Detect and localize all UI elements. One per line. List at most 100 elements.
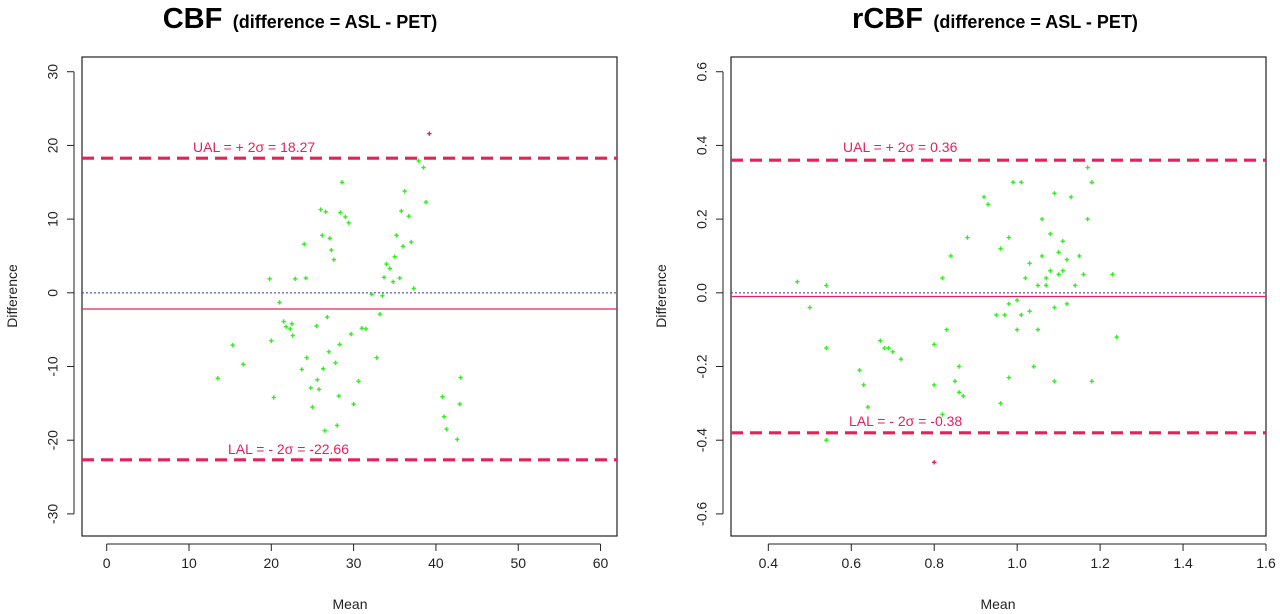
rcbf-x-tick-label: 0.8 (924, 555, 944, 571)
rcbf-data-point (1006, 301, 1012, 307)
cbf-y-tick-label: 30 (45, 64, 61, 80)
cbf-x-tick-label: 50 (510, 555, 526, 571)
cbf-data-point (302, 241, 307, 247)
cbf-data-point (288, 326, 293, 332)
rcbf-x-tick-label: 1.6 (1256, 555, 1276, 571)
rcbf-data-point (1060, 239, 1065, 244)
cbf-data-point (423, 199, 429, 205)
cbf-panel: CBF (difference = ASL - PET) 0 10 20 30 40 50… (4, 3, 618, 612)
cbf-data-point (411, 286, 416, 291)
rcbf-data-point (1039, 253, 1045, 259)
cbf-data-point (327, 236, 332, 241)
cbf-data-point (380, 293, 385, 298)
rcbf-data-point (956, 364, 962, 369)
rcbf-data-point (1056, 272, 1061, 277)
rcbf-data-point (886, 345, 891, 351)
rcbf-data-point (824, 345, 829, 351)
cbf-data-point (455, 437, 460, 442)
rcbf-data-point (940, 412, 945, 417)
cbf-data-point (444, 426, 449, 432)
cbf-data-point (334, 423, 340, 428)
cbf-data-point (323, 209, 328, 214)
rcbf-data-point (1110, 272, 1115, 277)
rcbf-x-tick-label: 1.2 (1090, 555, 1110, 571)
rcbf-y-tick-label: 0.6 (694, 62, 710, 82)
cbf-data-point (310, 404, 315, 410)
cbf-data-point (399, 208, 404, 214)
rcbf-data-point (824, 438, 829, 443)
cbf-data-point (348, 331, 354, 337)
rcbf-data-point (1043, 283, 1049, 288)
cbf-x-axis-label: Mean (332, 596, 367, 612)
rcbf-x-ticks: 0.4 0.6 0.8 1.0 1.2 1.4 1.6 (759, 543, 1276, 571)
rcbf-data-point (956, 390, 962, 395)
cbf-data-point (269, 338, 274, 343)
cbf-x-tick-label: 20 (264, 555, 280, 571)
rcbf-data-point (1006, 235, 1012, 240)
rcbf-ual-label: UAL = + 2σ = 0.36 (843, 139, 958, 155)
cbf-x-tick-label: 0 (103, 555, 111, 571)
rcbf-data-point (865, 404, 871, 410)
cbf-y-tick-label: 20 (45, 137, 61, 153)
rcbf-data-point (1060, 268, 1065, 273)
rcbf-data-point (1081, 272, 1086, 277)
rcbf-data-point (861, 382, 866, 388)
rcbf-y-tick-label: 0.0 (694, 283, 710, 303)
rcbf-data-point (998, 246, 1003, 251)
cbf-data-point (369, 292, 374, 297)
cbf-data-point (402, 188, 407, 194)
cbf-data-point (392, 254, 397, 259)
rcbf-data-point (898, 356, 904, 362)
cbf-data-point (356, 379, 361, 384)
rcbf-data-point (1064, 257, 1070, 262)
cbf-y-tick-label: -10 (45, 356, 61, 376)
rcbf-data-point (1077, 253, 1082, 259)
cbf-data-point (409, 239, 414, 245)
cbf-data-point (267, 276, 272, 282)
rcbf-data-point (1052, 191, 1057, 196)
cbf-y-tick-label: -20 (45, 430, 61, 450)
rcbf-lal-label: LAL = - 2σ = -0.38 (849, 413, 962, 429)
cbf-data-point (303, 275, 309, 281)
rcbf-data-point (1048, 268, 1053, 273)
cbf-x-tick-label: 10 (181, 555, 197, 571)
rcbf-data-point (1019, 312, 1024, 318)
cbf-data-point (457, 401, 462, 407)
cbf-data-point (377, 311, 383, 317)
rcbf-data-point (1031, 364, 1036, 369)
rcbf-data-point (985, 202, 991, 207)
rcbf-x-tick-label: 1.4 (1173, 555, 1193, 571)
rcbf-data-point (1048, 231, 1053, 237)
cbf-y-tick-label: 0 (45, 289, 61, 297)
rcbf-data-point (932, 382, 937, 388)
cbf-data-point (316, 387, 322, 392)
rcbf-outlier-point (932, 460, 937, 465)
cbf-data-point (326, 349, 332, 354)
cbf-lal-label: LAL = - 2σ = -22.66 (228, 441, 349, 457)
cbf-data-point (329, 247, 334, 253)
cbf-data-point (394, 233, 399, 238)
cbf-data-point (322, 428, 328, 433)
cbf-data-point (441, 414, 447, 419)
rcbf-panel: rCBF (difference = ASL - PET) 0.4 0.6 0.8 1… (653, 3, 1276, 612)
rcbf-data-point (1073, 283, 1078, 288)
rcbf-data-point (1035, 283, 1041, 288)
cbf-data-point (315, 377, 320, 382)
rcbf-points (795, 165, 1119, 465)
cbf-data-point (271, 395, 276, 400)
cbf-data-point (314, 323, 319, 329)
cbf-data-point (343, 214, 348, 220)
rcbf-x-axis-label: Mean (980, 596, 1015, 612)
cbf-data-point (320, 233, 325, 238)
cbf-y-axis-label: Difference (4, 264, 20, 328)
cbf-data-point (363, 326, 369, 332)
rcbf-data-point (998, 401, 1003, 406)
cbf-data-point (458, 375, 463, 380)
cbf-data-point (333, 360, 338, 366)
cbf-data-point (241, 362, 246, 367)
cbf-data-point (339, 180, 345, 185)
rcbf-y-tick-label: 0.2 (694, 209, 710, 229)
cbf-y-tick-label: -30 (45, 504, 61, 524)
cbf-data-point (390, 279, 396, 284)
